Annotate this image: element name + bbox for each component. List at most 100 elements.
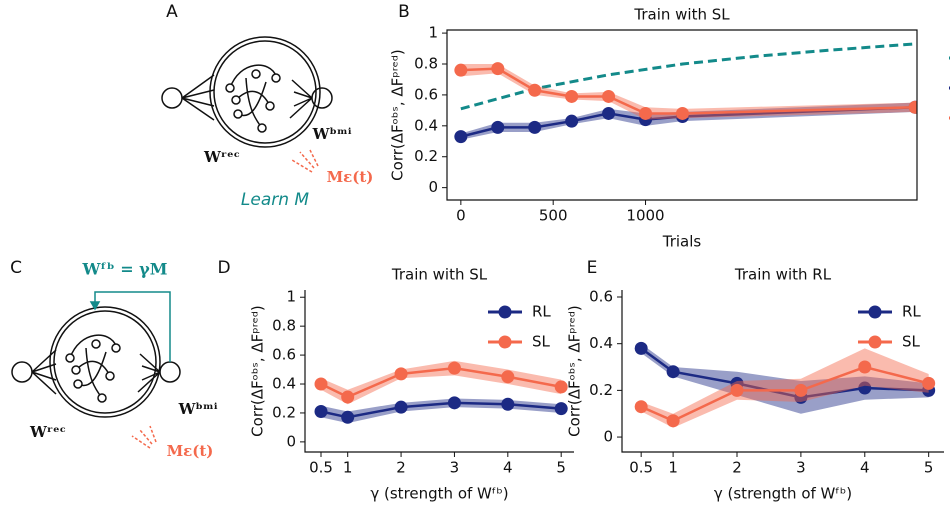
- label-w-rec: Wʳᵉᶜ: [29, 423, 66, 441]
- axis-frame: [621, 290, 944, 453]
- point: [341, 410, 355, 424]
- y-axis-label: Corr(ΔFᵒᵇˢ, ΔFᵖʳᵉᵈ): [389, 49, 407, 181]
- y-tick-label: 0.2: [272, 403, 296, 421]
- y-tick-label: 1: [286, 288, 296, 306]
- y-tick-label: 0.4: [589, 334, 613, 352]
- point: [639, 106, 653, 120]
- point: [314, 405, 328, 418]
- error-band: [460, 64, 916, 120]
- x-tick-label: 2: [732, 459, 742, 477]
- point: [922, 376, 936, 390]
- legend-label: SL: [532, 333, 551, 351]
- label-noise: Mε(t): [327, 168, 374, 186]
- point: [554, 380, 568, 394]
- label-w-rec: Wʳᵉᶜ: [203, 148, 240, 166]
- diagram-c: [11, 291, 181, 449]
- y-axis-label: Corr(ΔFᵒᵇˢ, ΔFᵖʳᵉᵈ): [249, 305, 267, 437]
- point: [602, 106, 616, 120]
- x-tick-label: 4: [503, 459, 513, 477]
- point: [341, 390, 355, 404]
- point: [528, 83, 542, 97]
- panel-label: B: [398, 2, 410, 22]
- point: [491, 62, 505, 76]
- point: [794, 383, 808, 397]
- legend-marker: [868, 335, 882, 349]
- series-line: [460, 42, 916, 111]
- point: [908, 100, 917, 114]
- point: [634, 341, 648, 355]
- point: [602, 89, 616, 103]
- point: [730, 383, 744, 397]
- x-tick-label: 0.5: [309, 459, 333, 477]
- point: [634, 400, 648, 414]
- label-w-bmi: Wᵇᵐⁱ: [178, 400, 218, 418]
- x-tick-label: 0.5: [629, 459, 653, 477]
- point: [314, 377, 328, 391]
- y-tick-label: 0.6: [414, 85, 438, 103]
- x-tick-label: 1: [343, 459, 353, 477]
- y-tick-label: 0.4: [414, 116, 438, 134]
- point: [554, 402, 568, 416]
- error-band: [321, 360, 562, 405]
- y-tick-label: 0.8: [272, 317, 296, 335]
- chart-title: Train with SL: [391, 266, 488, 284]
- chart-title: Train with RL: [734, 266, 832, 284]
- legend-label: SL: [902, 333, 921, 351]
- caption: Learn M: [241, 190, 310, 210]
- x-axis-label: γ (strength of Wᶠᵇ): [714, 485, 852, 503]
- y-tick-label: 0: [286, 432, 296, 450]
- y-tick-label: 1: [428, 24, 438, 42]
- point: [666, 414, 680, 428]
- x-axis-label: Trials: [662, 233, 702, 251]
- x-tick-label: 5: [924, 459, 934, 477]
- label-w-bmi: Wᵇᵐⁱ: [312, 125, 352, 143]
- x-tick-label: 3: [450, 459, 460, 477]
- y-tick-label: 0: [603, 428, 613, 446]
- panel-label: C: [10, 258, 22, 278]
- error-band: [321, 398, 562, 424]
- point: [501, 370, 515, 384]
- y-tick-label: 0.8: [414, 55, 438, 73]
- x-tick-label: 1: [668, 459, 678, 477]
- y-tick-label: 0.2: [589, 381, 613, 399]
- chart-title: Train with SL: [633, 6, 730, 24]
- axis-frame: [304, 290, 574, 453]
- point: [491, 120, 505, 134]
- point: [394, 400, 408, 414]
- x-tick-label: 1000: [626, 207, 664, 225]
- error-band: [641, 348, 929, 428]
- point: [447, 396, 461, 410]
- point: [394, 367, 408, 381]
- point: [565, 89, 579, 103]
- point: [447, 361, 461, 375]
- legend-marker: [868, 305, 882, 319]
- y-axis-label: Corr(ΔFᵒᵇˢ, ΔFᵖʳᵉᵈ): [566, 305, 584, 437]
- point: [675, 106, 689, 120]
- error-band: [641, 343, 929, 414]
- point: [565, 114, 579, 128]
- y-tick-label: 0.6: [589, 288, 613, 306]
- x-tick-label: 5: [556, 459, 566, 477]
- label-w-fb: Wᶠᵇ = γM: [82, 260, 168, 279]
- legend-label: RL: [902, 303, 921, 321]
- legend-label: RL: [532, 303, 551, 321]
- panel-label: D: [217, 258, 230, 278]
- y-tick-label: 0.6: [272, 346, 296, 364]
- x-tick-label: 0: [456, 207, 466, 225]
- legend-marker: [498, 305, 512, 319]
- y-tick-label: 0.4: [272, 375, 296, 393]
- x-tick-label: 4: [860, 459, 870, 477]
- x-axis-label: γ (strength of Wᶠᵇ): [370, 485, 508, 503]
- diagram-a: [161, 36, 333, 173]
- panel-label: E: [587, 258, 598, 278]
- point: [858, 360, 872, 374]
- point: [858, 381, 872, 395]
- point: [501, 397, 515, 411]
- x-tick-label: 2: [396, 459, 406, 477]
- y-tick-label: 0.2: [414, 147, 438, 165]
- point: [454, 63, 468, 77]
- x-tick-label: 500: [539, 207, 568, 225]
- y-tick-label: 0: [428, 178, 438, 196]
- point: [454, 130, 468, 144]
- point: [666, 365, 680, 379]
